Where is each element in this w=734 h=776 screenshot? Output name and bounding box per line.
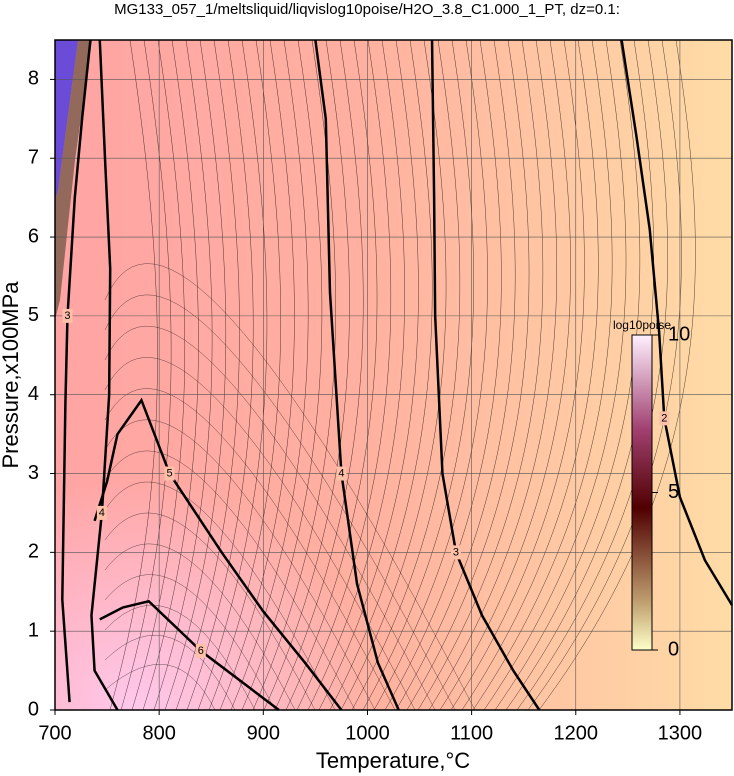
x-tick-label: 1200 (554, 722, 599, 744)
chart-title: MG133_057_1/meltsliquid/liqvislog10poise… (114, 1, 620, 18)
contour-line (90, 39, 119, 711)
thin-contour (104, 635, 236, 711)
thin-contour (395, 39, 516, 711)
contour-label: 6 (198, 645, 204, 657)
thin-contour (153, 39, 213, 711)
x-tick-label: 1100 (450, 722, 493, 744)
thin-contour (362, 39, 474, 711)
thin-contour (104, 543, 296, 711)
thin-contour (104, 604, 256, 711)
thin-contour (241, 39, 323, 711)
thin-contour (164, 39, 227, 711)
y-tick-label: 7 (28, 147, 39, 169)
thin-contour (373, 39, 488, 711)
thin-contour (104, 263, 476, 711)
contour-line (430, 39, 541, 711)
thin-contour (104, 388, 396, 711)
thin-contour (428, 39, 557, 711)
thin-contour (104, 512, 316, 711)
y-tick-label: 2 (28, 541, 39, 563)
contour-label-bg (336, 466, 347, 481)
thin-contour (318, 39, 419, 711)
thin-contour (274, 39, 364, 711)
y-tick-label: 4 (28, 383, 39, 405)
x-axis-label: Temperature,°C (316, 748, 470, 773)
thin-contour (104, 481, 336, 711)
thin-contour (131, 39, 186, 711)
thin-contour (296, 39, 392, 711)
thin-contour (340, 39, 447, 711)
thin-contour (351, 39, 461, 711)
contours: 2 3 4 5 6 3 4 (61, 39, 734, 711)
thin-contour (208, 39, 281, 711)
x-tick-label: 900 (247, 722, 280, 744)
thin-contour (406, 39, 530, 711)
x-tick-label: 1000 (345, 722, 390, 744)
x-tick-label: 800 (142, 722, 175, 744)
contour-label: 4 (338, 467, 344, 479)
thin-contour (219, 39, 295, 711)
thin-contour (175, 39, 240, 711)
colorbar-ticks: 0 5 10 (652, 323, 690, 660)
thin-contour (527, 39, 682, 711)
thin-contour (384, 39, 502, 711)
y-axis-label: Pressure,x100MPa (0, 281, 23, 469)
contour-line (620, 39, 734, 606)
thin-contour (104, 294, 456, 711)
thin-contour (104, 357, 416, 711)
dark-region (55, 40, 92, 320)
thin-contour (263, 39, 350, 711)
y-tick-label: 6 (28, 225, 39, 247)
contour-label: 2 (661, 412, 667, 424)
thin-contour (285, 39, 378, 711)
y-tick-label: 0 (28, 698, 39, 720)
contour-label-bg (450, 545, 461, 560)
grid (50, 40, 732, 715)
thin-contour (104, 664, 216, 711)
y-tick-label: 3 (28, 462, 39, 484)
thin-contour (329, 39, 433, 711)
contour-label-bg (659, 411, 670, 426)
y-tick-label: 5 (28, 304, 39, 326)
contour-label-bg (195, 643, 206, 658)
contour-label: 5 (167, 467, 173, 479)
plot-shading (55, 40, 732, 710)
contour-label-bg (164, 466, 175, 481)
thin-contour (417, 39, 544, 711)
thin-contour (104, 325, 436, 711)
colorbar (631, 334, 653, 651)
thin-contour (538, 39, 696, 711)
low-region (55, 40, 78, 200)
colorbar-tick-label: 10 (668, 323, 690, 345)
thin-contour (472, 39, 613, 711)
contour-label: 3 (453, 546, 459, 558)
colorbar-tick-label: 0 (668, 638, 679, 660)
thin-contour (142, 39, 199, 711)
contour-line (99, 599, 280, 711)
colorbar-tick-label: 5 (668, 481, 679, 503)
y-tick-label: 1 (28, 619, 39, 641)
thin-contour (104, 450, 356, 711)
contour-label-bg (96, 505, 107, 520)
thin-contour (461, 39, 599, 711)
thin-contour (104, 419, 376, 711)
x-tick-label: 1300 (658, 722, 703, 744)
thin-contour (230, 39, 309, 711)
contour-label-bg (62, 308, 73, 323)
thin-contour (439, 39, 571, 711)
colorbar-label: log10poise (613, 318, 671, 332)
x-tick-label: 700 (38, 722, 71, 744)
thin-contour (307, 39, 405, 711)
contour-label: 3 (64, 310, 70, 322)
thin-contour (186, 39, 254, 711)
y-tick-label: 8 (28, 68, 39, 90)
thin-contour (104, 574, 276, 711)
plot-frame (54, 39, 733, 711)
contour-label: 4 (99, 507, 105, 519)
thin-contour (483, 39, 627, 711)
